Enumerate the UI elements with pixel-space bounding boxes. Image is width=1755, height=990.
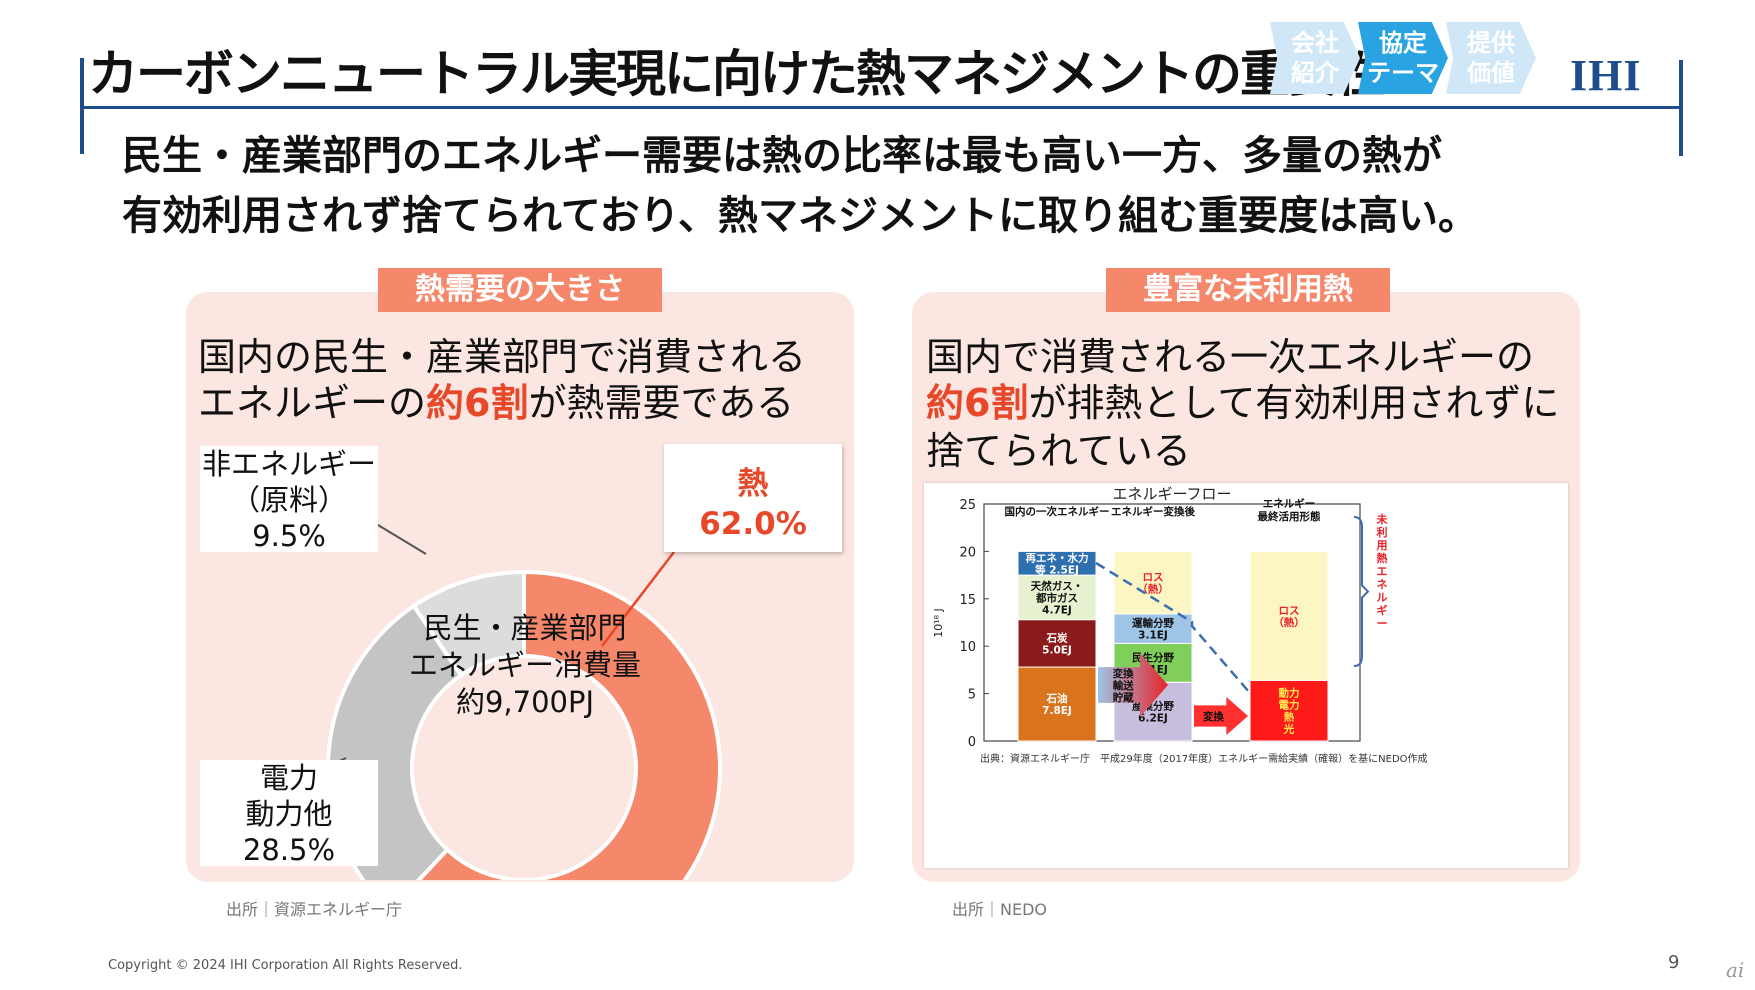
- header-right-bar: [1679, 60, 1683, 156]
- nav-value-offer[interactable]: 提供 価値: [1446, 22, 1536, 94]
- unused-heat-text-3: 捨てられている: [926, 429, 1191, 473]
- flow-stack-segment: [1017, 619, 1097, 668]
- unused-heat-tag: 豊富な未利用熱: [1106, 268, 1390, 312]
- stack-category-label: エネルギー変換後: [1111, 505, 1195, 518]
- electricity-label-1: 電力: [259, 761, 318, 795]
- stack-category-label: エネルギー最終活用形態: [1258, 497, 1321, 523]
- y-tick-label: 20: [959, 545, 976, 560]
- donut-slice-non-energy: [411, 569, 526, 679]
- left-source: 出所｜資源エネルギー庁: [226, 900, 403, 919]
- lead-line-2: 有効利用されず捨てられており、熱マネジメントに取り組む重要度は高い。: [122, 193, 1478, 239]
- heat-demand-text-1: 国内の民生・産業部門で消費される: [198, 335, 807, 379]
- flow-stack-segment: [1017, 574, 1097, 621]
- donut-center-line-3: 約9,700PJ: [455, 685, 595, 719]
- header-rule: [80, 106, 1680, 109]
- unused-heat-text-2-post: が排熱として有効利用されずに: [1028, 381, 1560, 425]
- electricity-label: 電力 動力他 28.5%: [200, 760, 378, 867]
- electricity-label-3: 28.5%: [242, 833, 336, 867]
- unused-heat-text-1: 国内で消費される一次エネルギーの: [926, 335, 1535, 379]
- flow-dashed-line: [1095, 561, 1251, 694]
- nav-company-intro[interactable]: 会社 紹介: [1270, 22, 1360, 94]
- heat-demand-text-2: エネルギーの約6割が熱需要である: [198, 380, 794, 426]
- heat-demand-text-2-post: が熱需要である: [528, 381, 795, 425]
- page-title: カーボンニュートラル実現に向けた熱マネジメントの重要性: [88, 45, 1386, 103]
- heat-demand-accent: 約6割: [426, 381, 529, 425]
- y-tick-label: 0: [968, 735, 976, 750]
- y-tick-label: 10: [959, 640, 976, 655]
- flow-stack-segment: [1113, 613, 1193, 644]
- flow-segment-label: ロス（熱）: [1273, 605, 1305, 629]
- y-tick-label: 25: [959, 498, 976, 513]
- flow-segment-label: 運輸分野 3.1EJ: [1132, 617, 1174, 642]
- flow-segment-label: 動力電力熱光: [1279, 687, 1300, 736]
- flow-arrow-label: 変換輸送貯蔵: [1113, 667, 1135, 704]
- nav-agreement-theme[interactable]: 協定 テーマ: [1358, 22, 1448, 94]
- lead-text: 民生・産業部門のエネルギー需要は熱の比率は最も高い一方、多量の熱が 有効利用され…: [122, 126, 1662, 246]
- heat-label: 熱 62.0%: [664, 444, 842, 552]
- heat-label-2: 62.0%: [699, 506, 807, 542]
- flow-segment-label: 石炭 5.0EJ: [1042, 631, 1072, 656]
- flow-arrow-label: 変換: [1203, 710, 1225, 723]
- flow-segment-label: 再エネ・水力等 2.5EJ: [1026, 551, 1089, 576]
- flow-stack-segment: [1017, 666, 1097, 742]
- right-source: 出所｜NEDO: [952, 900, 1047, 919]
- unused-heat-bracket-label: 未利用熱エネルギー: [1376, 512, 1389, 630]
- ai-watermark: ai: [1726, 958, 1745, 982]
- non-energy-label-2: （原料）: [230, 483, 347, 517]
- donut-center-line-2: エネルギー消費量: [408, 648, 641, 682]
- flow-segment-label: 石油 7.8EJ: [1042, 692, 1072, 717]
- flow-arrow: [1194, 697, 1248, 735]
- donut-center-label: 民生・産業部門 エネルギー消費量 約9,700PJ: [400, 610, 650, 721]
- flow-chart-note: 出典：資源エネルギー庁 平成29年度（2017年度）エネルギー需給実績（確報）を…: [980, 752, 1428, 765]
- unused-heat-text-2: 約6割が排熱として有効利用されずに: [926, 380, 1559, 426]
- ihi-logo: IHI: [1570, 51, 1642, 100]
- y-tick-label: 15: [959, 593, 976, 608]
- flow-arrow: [1098, 653, 1168, 717]
- non-energy-label-3: 9.5%: [252, 519, 326, 553]
- flow-chart-title: エネルギーフロー: [1112, 485, 1231, 503]
- unused-heat-bracket: [1353, 516, 1370, 667]
- page-number: 9: [1668, 952, 1680, 973]
- unused-heat-accent: 約6割: [926, 381, 1029, 425]
- flow-segment-label: 天然ガス・都市ガス 4.7EJ: [1031, 579, 1084, 616]
- heat-demand-tag: 熱需要の大きさ: [378, 268, 662, 312]
- electricity-label-2: 動力他: [245, 797, 333, 831]
- flow-stack-segment: [1249, 679, 1329, 742]
- donut-center-line-1: 民生・産業部門: [423, 611, 627, 645]
- heat-label-1: 熱: [737, 466, 769, 502]
- flow-stack-segment: [1249, 550, 1329, 681]
- donut-slice-heat: [416, 569, 722, 880]
- non-energy-label: 非エネルギー （原料） 9.5%: [200, 446, 378, 553]
- lead-line-1: 民生・産業部門のエネルギー需要は熱の比率は最も高い一方、多量の熱が: [122, 133, 1442, 179]
- section-nav: 会社 紹介 協定 テーマ 提供 価値: [1270, 22, 1550, 94]
- heat-demand-text-2-pre: エネルギーの: [198, 381, 427, 425]
- y-tick-label: 5: [968, 688, 976, 703]
- copyright: Copyright © 2024 IHI Corporation All Rig…: [108, 958, 463, 973]
- stack-category-label: 国内の一次エネルギー: [1005, 505, 1110, 518]
- non-energy-label-1: 非エネルギー: [201, 447, 376, 481]
- y-axis-label: 10¹⁸ J: [932, 608, 945, 638]
- heat-leader-line: [601, 551, 675, 647]
